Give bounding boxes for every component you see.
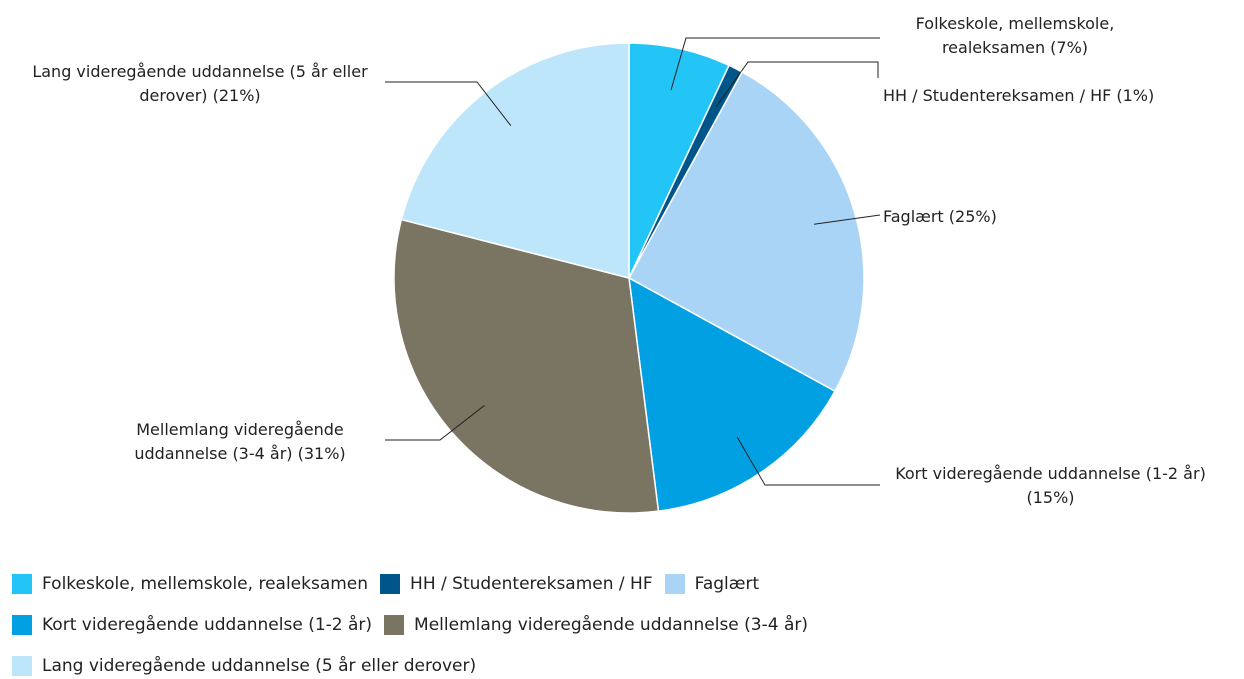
legend-label: Mellemlang videregående uddannelse (3-4 … <box>414 615 809 635</box>
legend: Folkeskole, mellemskole, realeksamen HH /… <box>12 572 1002 678</box>
leader-line <box>736 437 880 486</box>
legend-label: Lang videregående uddannelse (5 år eller… <box>42 656 477 676</box>
leader-line <box>385 405 485 441</box>
pie-slice <box>628 276 836 512</box>
leader-line <box>716 61 879 107</box>
data-label: Faglært (25%) <box>883 207 997 226</box>
pie-slice <box>628 42 731 279</box>
legend-item: Faglært <box>664 572 760 596</box>
legend-item: HH / Studentereksamen / HF <box>380 572 653 596</box>
legend-item: Folkeskole, mellemskole, realeksamen <box>12 572 368 596</box>
legend-swatch <box>12 615 32 635</box>
data-label: Folkeskole, mellemskole, realeksamen (7%… <box>915 14 1115 57</box>
legend-label: Faglært <box>694 574 760 594</box>
legend-item: Kort videregående uddannelse (1-2 år) <box>12 613 372 637</box>
data-label: Lang videregående uddannelse (5 år eller… <box>32 62 368 105</box>
legend-label: Kort videregående uddannelse (1-2 år) <box>42 615 373 635</box>
legend-swatch <box>12 574 32 594</box>
data-label: Mellemlang videregående uddannelse (3-4 … <box>134 420 346 463</box>
legend-label: Folkeskole, mellemskole, realeksamen <box>42 574 369 594</box>
pie-slice <box>393 218 660 514</box>
leader-line <box>385 81 512 127</box>
legend-swatch <box>664 574 685 594</box>
legend-swatch <box>12 656 32 676</box>
legend-item: Lang videregående uddannelse (5 år eller… <box>12 654 476 678</box>
leader-line <box>813 214 881 225</box>
legend-item: Mellemlang videregående uddannelse (3-4 … <box>384 613 808 637</box>
legend-swatch <box>384 615 405 635</box>
legend-label: HH / Studentereksamen / HF <box>410 574 653 594</box>
legend-swatch <box>380 574 401 594</box>
leader-line <box>670 37 880 91</box>
chart <box>385 37 881 514</box>
data-label: HH / Studentereksamen / HF (1%) <box>883 86 1155 105</box>
data-label: Kort videregående uddannelse (1-2 år) (1… <box>895 464 1206 507</box>
pie-slice <box>627 71 865 393</box>
